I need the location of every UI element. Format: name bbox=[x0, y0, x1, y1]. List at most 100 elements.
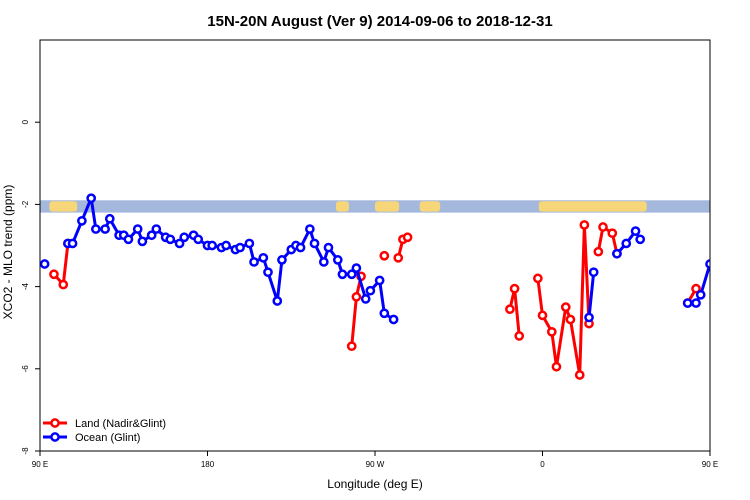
x-tick-label: 180 bbox=[201, 460, 215, 469]
data-point bbox=[551, 361, 562, 372]
data-point bbox=[374, 275, 385, 286]
data-point bbox=[272, 296, 283, 306]
series-line bbox=[67, 196, 395, 321]
data-point bbox=[744, 217, 750, 224]
data-point bbox=[86, 193, 97, 204]
data-point bbox=[235, 242, 245, 253]
legend-label-ocean: Ocean (Glint) bbox=[75, 432, 140, 444]
y-tick-label: -8 bbox=[21, 447, 30, 455]
data-point bbox=[174, 238, 185, 249]
data-point bbox=[560, 302, 571, 312]
land-segment bbox=[538, 201, 647, 212]
data-point bbox=[388, 314, 399, 325]
data-point bbox=[598, 222, 608, 232]
data-point bbox=[607, 228, 618, 239]
series-line bbox=[536, 223, 591, 377]
data-point bbox=[207, 240, 218, 251]
data-point bbox=[351, 292, 362, 302]
data-point bbox=[537, 310, 548, 321]
data-point bbox=[244, 238, 255, 249]
chart-title: 15N-20N August (Ver 9) 2014-09-06 to 201… bbox=[207, 13, 552, 30]
legend-land-marker bbox=[50, 418, 60, 428]
series-line bbox=[596, 225, 619, 255]
land-segment bbox=[49, 201, 78, 212]
data-point bbox=[365, 285, 376, 296]
data-point bbox=[323, 242, 334, 253]
series-land bbox=[49, 220, 737, 380]
land-segment bbox=[375, 201, 400, 212]
data-point bbox=[509, 283, 520, 294]
series-ocean bbox=[40, 193, 750, 325]
data-point bbox=[49, 269, 59, 280]
data-point bbox=[593, 246, 604, 257]
series-line bbox=[733, 198, 750, 243]
data-point bbox=[379, 250, 390, 261]
data-point bbox=[123, 234, 134, 245]
data-point bbox=[730, 242, 737, 249]
data-point bbox=[351, 263, 362, 273]
y-axis: 0 -2 -4 -6 -8 bbox=[21, 119, 40, 455]
data-point bbox=[612, 248, 622, 259]
data-point bbox=[739, 240, 746, 247]
data-point bbox=[318, 257, 329, 267]
data-point bbox=[100, 224, 110, 234]
data-point bbox=[565, 314, 576, 325]
x-axis: 90 E 180 90 W 0 90 E bbox=[32, 451, 718, 469]
data-point bbox=[379, 308, 390, 319]
data-point bbox=[179, 232, 190, 243]
data-point bbox=[221, 240, 231, 251]
data-point bbox=[730, 240, 737, 247]
y-tick-label: -2 bbox=[21, 200, 30, 208]
land-ocean-band bbox=[40, 200, 750, 213]
legend-label-land: Land (Nadir&Glint) bbox=[75, 418, 166, 430]
data-point bbox=[402, 232, 413, 243]
series-line bbox=[587, 272, 596, 318]
data-point bbox=[691, 298, 701, 308]
y-axis-label: XCO2 - MLO trend (ppm) bbox=[1, 185, 15, 320]
data-point bbox=[346, 269, 357, 280]
data-point bbox=[104, 213, 115, 224]
x-tick-label: 0 bbox=[540, 460, 545, 469]
x-tick-label: 90 E bbox=[32, 460, 48, 469]
series-line bbox=[350, 275, 363, 347]
data-point bbox=[295, 242, 306, 253]
y-tick-label: 0 bbox=[21, 119, 30, 124]
data-point bbox=[263, 267, 273, 278]
data-point bbox=[277, 255, 287, 265]
land-segment bbox=[419, 201, 441, 212]
data-point bbox=[67, 238, 78, 249]
data-point bbox=[514, 331, 525, 341]
data-point bbox=[132, 224, 143, 234]
legend: Land (Nadir&Glint) Ocean (Glint) bbox=[43, 418, 166, 444]
data-point bbox=[360, 294, 371, 304]
data-point bbox=[165, 234, 176, 245]
data-point bbox=[58, 279, 69, 290]
data-point bbox=[579, 220, 590, 230]
data-point bbox=[635, 234, 646, 245]
data-point bbox=[621, 238, 632, 249]
data-point bbox=[146, 230, 157, 241]
y-tick-label: -4 bbox=[21, 282, 30, 290]
data-point bbox=[249, 257, 259, 267]
data-point bbox=[393, 252, 404, 263]
land-segment bbox=[740, 201, 750, 211]
data-point bbox=[505, 304, 515, 315]
data-point bbox=[695, 289, 706, 300]
data-point bbox=[546, 326, 557, 337]
data-point bbox=[77, 215, 87, 226]
data-point bbox=[40, 259, 50, 269]
x-tick-label: 90 W bbox=[366, 460, 385, 469]
data-point bbox=[682, 298, 693, 308]
data-point bbox=[705, 259, 710, 269]
data-point bbox=[258, 252, 269, 263]
y-tick-label: -6 bbox=[21, 365, 30, 373]
series-layer bbox=[40, 193, 750, 380]
data-point bbox=[725, 281, 732, 288]
data-point bbox=[305, 224, 315, 234]
land-segment bbox=[335, 201, 349, 212]
x-axis-label: Longitude (deg E) bbox=[327, 477, 422, 491]
data-point bbox=[337, 269, 348, 280]
data-point bbox=[691, 283, 701, 294]
data-point bbox=[721, 271, 728, 278]
